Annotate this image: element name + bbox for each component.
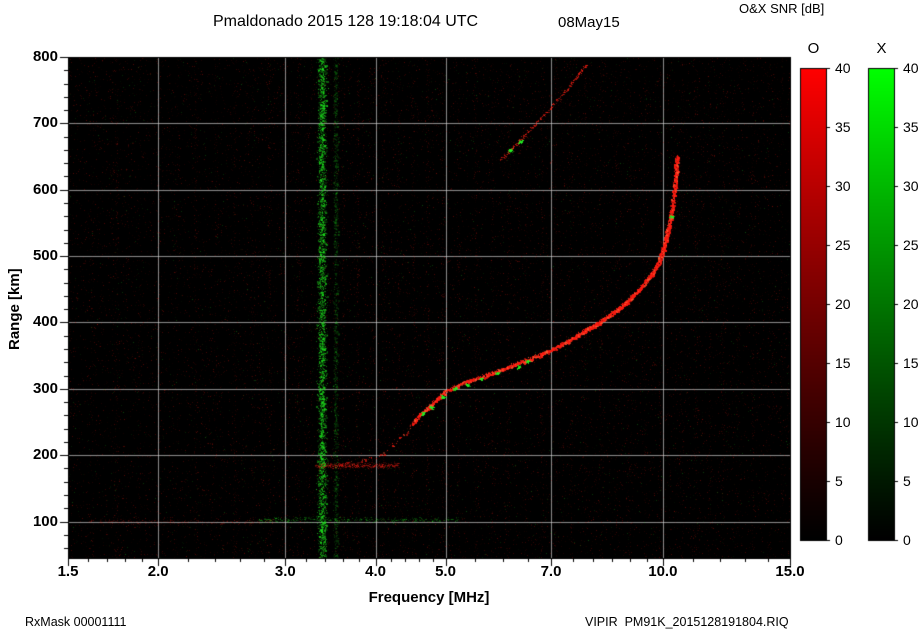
y-axis-tick-label: 700: [32, 114, 58, 132]
o-colorbar-tick-label: 10: [835, 414, 851, 430]
y-axis-tick-label: 100: [32, 512, 58, 530]
o-mode-colorbar-header: O: [807, 40, 820, 57]
colorbar-title: O&X SNR [dB]: [739, 1, 825, 16]
x-axis-tick-label: 15.0: [775, 563, 805, 580]
o-colorbar-tick-label: 35: [835, 119, 851, 135]
o-colorbar-tick-label: 25: [835, 237, 851, 253]
x-colorbar-tick-label: 40: [903, 60, 919, 76]
x-axis-tick-label: 2.0: [147, 563, 169, 580]
y-axis-tick-label: 500: [32, 247, 58, 265]
filename-text: VIPIR PM91K_2015128191804.RIQ: [585, 615, 789, 629]
x-axis-tick-label: 4.0: [365, 563, 386, 580]
y-axis-tick-label: 600: [32, 180, 58, 198]
o-colorbar-tick-label: 30: [835, 178, 851, 194]
x-axis-tick-label: 10.0: [648, 563, 678, 580]
x-colorbar-tick-label: 15: [903, 355, 919, 371]
rx-mask-text: RxMask 00001111: [25, 615, 127, 629]
x-axis-label: Frequency [MHz]: [368, 589, 490, 606]
x-colorbar-tick-label: 25: [903, 237, 919, 253]
x-axis-tick-label: 7.0: [540, 563, 562, 580]
y-axis-tick-label: 200: [32, 446, 58, 464]
x-colorbar-tick-label: 35: [903, 119, 919, 135]
plot-title: Pmaldonado 2015 128 19:18:04 UTC: [213, 13, 479, 30]
y-axis-tick-label: 800: [32, 48, 58, 65]
o-colorbar-tick-label: 15: [835, 355, 851, 371]
x-axis-tick-label: 3.0: [274, 563, 296, 580]
y-axis-label: Range [km]: [6, 268, 23, 350]
o-colorbar-tick-label: 40: [835, 60, 851, 76]
x-axis-tick-label: 1.5: [57, 563, 79, 580]
x-colorbar-tick-label: 0: [903, 532, 911, 548]
x-colorbar-tick-label: 20: [903, 296, 919, 312]
x-axis-tick-label: 5.0: [435, 563, 456, 580]
o-colorbar-tick-label: 5: [835, 473, 843, 489]
y-axis-tick-label: 300: [32, 379, 58, 397]
plot-date: 08May15: [558, 14, 620, 31]
x-colorbar-tick-label: 10: [903, 414, 919, 430]
y-axis-tick-label: 400: [32, 313, 58, 331]
o-colorbar-tick-label: 0: [835, 532, 843, 548]
o-colorbar-tick-label: 20: [835, 296, 851, 312]
x-colorbar-tick-label: 5: [903, 473, 911, 489]
x-mode-colorbar-header: X: [876, 40, 887, 57]
x-colorbar-tick-label: 30: [903, 178, 919, 194]
